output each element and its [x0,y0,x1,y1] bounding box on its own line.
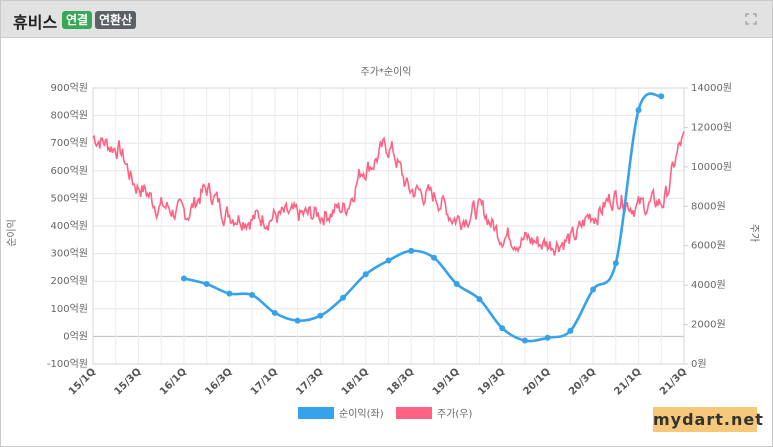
x-tick-label: 21/3Q [658,366,689,397]
profit-point [340,294,347,301]
x-axis: 15/1Q 15/3Q 16/1Q 16/3Q 17/1Q 17/3Q 18/1Q 18/3Q… [67,366,689,397]
left-axis-title: 순이익 [6,219,18,247]
left-tick-label: 300억원 [51,248,89,260]
profit-point [544,334,551,341]
right-tick-label: 2000원 [691,319,726,331]
profit-point [362,271,369,278]
legend-swatch-price[interactable] [396,407,432,419]
profit-point [499,325,506,332]
left-tick-label: 100억원 [51,303,89,315]
profit-point [180,275,187,282]
right-tick-label: 4000원 [691,279,726,291]
left-tick-label: 500억원 [51,192,89,204]
right-tick-label: 10000원 [691,161,732,173]
x-tick-label: 17/3Q [294,366,325,397]
profit-point [317,312,324,319]
x-tick-label: 19/3Q [476,366,507,397]
profit-point [203,280,210,287]
profit-point [294,317,301,324]
left-tick-label: -100억원 [47,358,88,370]
profit-point [476,296,483,303]
profit-point [408,247,415,254]
panel-header: 휴비스 연결 연환산 [1,1,772,38]
left-tick-label: 200억원 [51,275,89,287]
right-axis: 14000원 12000원 10000원 8000원 6000원 4000원 2000원 0원 [684,82,732,370]
chart-legend: 순이익(좌) 주가(우) [298,407,473,420]
x-tick-label: 16/3Q [203,366,234,397]
legend-label-profit[interactable]: 순이익(좌) [339,408,384,420]
x-tick-label: 18/1Q [340,366,371,397]
x-tick-label: 15/1Q [67,366,98,397]
annualized-badge[interactable]: 연환산 [95,11,137,29]
profit-point [453,280,460,287]
left-tick-label: 400억원 [51,220,89,232]
price-series [92,131,685,256]
profit-point [590,286,597,293]
consolidated-badge[interactable]: 연결 [62,11,93,29]
expand-icon[interactable] [745,13,757,25]
left-tick-label: 800억원 [51,110,89,122]
site-watermark: mydart.net [653,407,763,432]
profit-point [612,260,619,267]
left-tick-label: 0억원 [63,330,88,342]
price-line [92,131,685,256]
chart-title: 주가*순이익 [361,66,412,78]
left-axis: 900억원 800억원 700억원 600억원 500억원 400억원 300억원 200억원… [47,82,88,370]
x-tick-label: 16/1Q [158,366,189,397]
profit-series [180,92,665,344]
right-tick-label: 6000원 [691,240,726,252]
right-tick-label: 0원 [691,358,707,370]
profit-point [521,337,528,344]
x-tick-label: 17/1Q [249,366,280,397]
profit-point [249,292,256,298]
left-tick-label: 900억원 [51,82,89,94]
legend-label-price[interactable]: 주가(우) [437,408,473,420]
profit-point [385,257,392,264]
x-tick-label: 20/1Q [522,366,553,397]
profit-point [658,93,665,100]
profit-point [271,309,278,316]
right-tick-label: 14000원 [691,82,732,94]
chart-grid [92,87,685,365]
chart-svg: 주가*순이익 900억원 800억원 700억원 600억원 500억원 400억원 300… [6,66,760,420]
right-tick-label: 8000원 [691,200,726,212]
profit-point [430,254,437,261]
x-tick-label: 20/3Q [567,366,598,397]
left-tick-label: 600억원 [51,165,89,177]
x-tick-label: 19/1Q [431,366,462,397]
x-tick-label: 18/3Q [385,366,416,397]
company-title: 휴비스 [13,13,58,32]
profit-point [635,107,642,114]
right-axis-title: 주가 [748,224,760,242]
right-tick-label: 12000원 [691,121,732,133]
profit-point [226,290,233,297]
left-tick-label: 700억원 [51,137,89,149]
x-tick-label: 21/1Q [613,366,644,397]
legend-swatch-profit[interactable] [298,407,334,419]
x-tick-label: 15/3Q [112,366,143,397]
profit-point [567,327,574,334]
plot-border [92,87,685,365]
